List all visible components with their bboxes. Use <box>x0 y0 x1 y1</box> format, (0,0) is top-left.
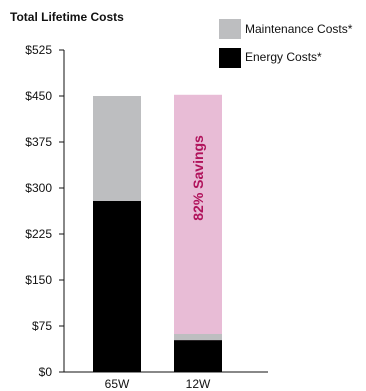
savings-annotation: 82% Savings <box>190 135 206 221</box>
x-tick-label: 65W <box>105 377 130 391</box>
y-tick-label: $0 <box>39 365 53 379</box>
legend-swatch-maintenance <box>219 19 241 39</box>
bar-energy-costs-65w <box>93 200 141 372</box>
legend-label-energy: Energy Costs* <box>245 50 322 64</box>
bar-maintenance-costs-65w <box>93 96 141 201</box>
y-tick-label: $300 <box>25 181 52 195</box>
axes: $0 $75 $150 $225 $300 $375 $450 $525 <box>25 43 268 379</box>
y-tick-label: $75 <box>32 319 52 333</box>
bar-maintenance-costs-12w <box>174 333 222 341</box>
bar-energy-costs-12w <box>174 340 222 372</box>
y-tick-label: $375 <box>25 135 52 149</box>
legend-swatch-energy <box>219 48 241 68</box>
chart-title: Total Lifetime Costs <box>10 10 124 24</box>
bars: 65W 12W 82% Savings <box>93 94 222 391</box>
legend: Maintenance Costs* Energy Costs* <box>219 19 353 68</box>
y-tick-label: $450 <box>25 89 52 103</box>
x-tick-label: 12W <box>186 377 211 391</box>
legend-label-maintenance: Maintenance Costs* <box>245 22 353 36</box>
y-tick-label: $225 <box>25 227 52 241</box>
savings-band <box>174 94 222 373</box>
y-tick-label: $525 <box>25 43 52 57</box>
y-tick-label: $150 <box>25 273 52 287</box>
